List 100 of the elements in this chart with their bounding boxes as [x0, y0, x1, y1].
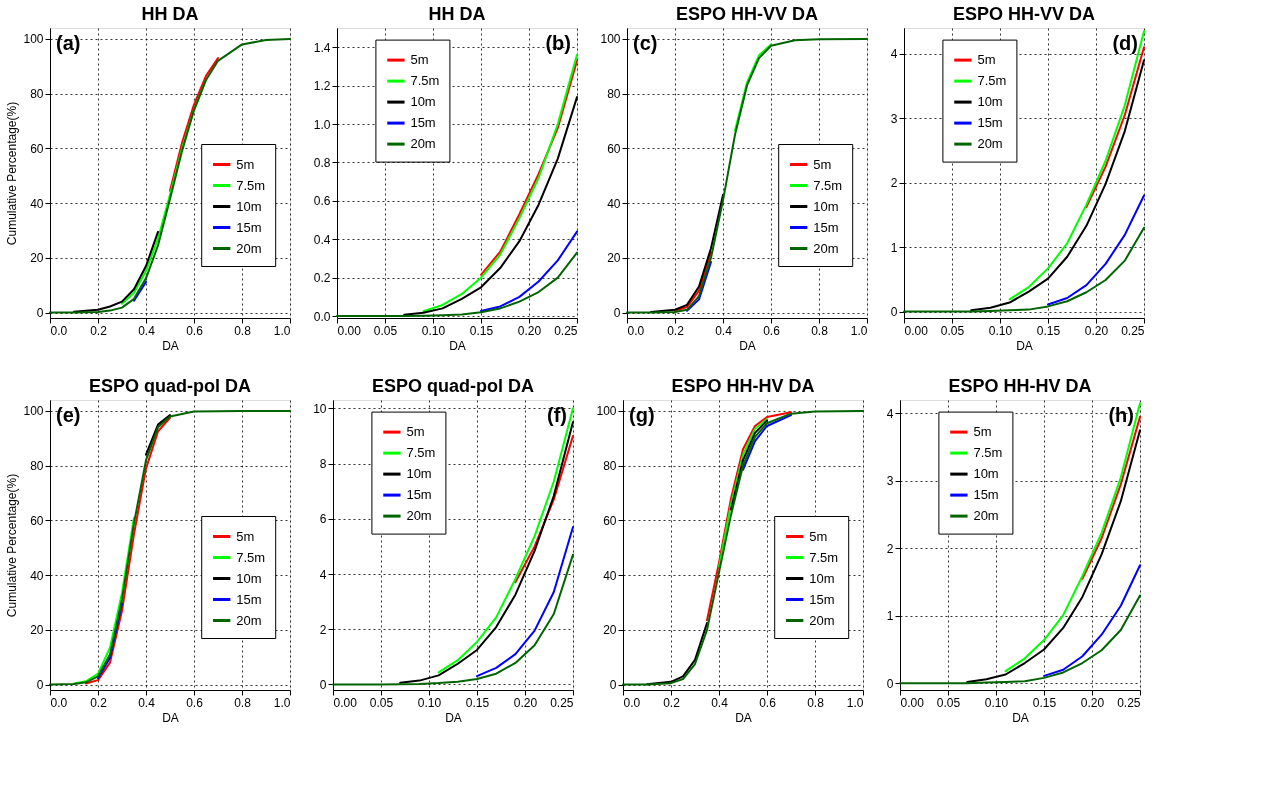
- x-tick-label: 0.10: [988, 323, 1013, 338]
- y-tick-label: 0: [36, 306, 44, 321]
- line-series: [480, 230, 578, 313]
- x-tick-label: 1.0: [273, 695, 291, 710]
- annotation: (c): [633, 32, 658, 54]
- line-series: [1043, 564, 1141, 677]
- y-tick-label: 0.0: [313, 309, 331, 324]
- x-tick-label: 0.10: [417, 695, 442, 710]
- x-tick-label: 0.15: [1032, 695, 1057, 710]
- annotation: (b): [545, 32, 571, 54]
- y-tick-label: 0.8: [313, 155, 331, 170]
- line-series: [73, 516, 135, 685]
- chart-title: ESPO quad-pol DA: [372, 376, 534, 396]
- x-tick-label: 0.6: [763, 323, 781, 338]
- y-tick-label: 80: [30, 87, 44, 102]
- y-tick-label: 3: [890, 111, 898, 126]
- y-tick-label: 100: [596, 404, 617, 419]
- y-tick-label: 60: [30, 141, 44, 156]
- legend-label: 15m: [410, 115, 436, 131]
- x-tick-label: 0.25: [550, 695, 574, 710]
- y-tick-label: 60: [30, 513, 44, 528]
- x-tick-label: 0.20: [517, 323, 542, 338]
- y-tick-label: 20: [30, 623, 44, 638]
- line-series: [1008, 30, 1145, 301]
- x-tick-label: 0.6: [759, 695, 777, 710]
- x-tick-label: 0.15: [1036, 323, 1061, 338]
- legend-label: 15m: [236, 219, 262, 235]
- line-series: [437, 407, 574, 674]
- legend-label: 20m: [809, 612, 835, 628]
- line-series: [49, 409, 291, 686]
- y-tick-label: 20: [607, 251, 621, 266]
- x-tick-label: 1.0: [850, 323, 868, 338]
- chart-title: ESPO HH-VV DA: [675, 4, 819, 24]
- y-tick-label: 10: [313, 401, 327, 416]
- chart-title: ESPO HH-HV DA: [671, 376, 815, 396]
- legend-label: 15m: [236, 591, 262, 607]
- y-tick-label: 0: [886, 676, 894, 691]
- x-tick-label: 0.2: [667, 323, 685, 338]
- chart-title: ESPO quad-pol DA: [89, 376, 251, 396]
- x-tick-label: 0.00: [900, 695, 925, 710]
- y-tick-label: 100: [23, 404, 44, 419]
- x-axis-title: DA: [162, 338, 179, 353]
- y-tick-label: 1: [886, 609, 894, 624]
- line-series: [626, 37, 868, 314]
- y-tick-label: 0.4: [313, 232, 331, 247]
- legend-label: 10m: [973, 466, 999, 482]
- y-tick-label: 0: [890, 305, 898, 320]
- legend-label: 7.5m: [973, 445, 1003, 461]
- x-tick-label: 0.6: [186, 323, 204, 338]
- legend-label: 5m: [410, 52, 429, 68]
- y-tick-label: 3: [886, 474, 894, 489]
- y-tick-label: 40: [607, 196, 621, 211]
- legend-label: 20m: [410, 136, 436, 152]
- line-series: [49, 37, 291, 314]
- legend-label: 10m: [813, 198, 839, 214]
- y-tick-label: 80: [603, 459, 617, 474]
- y-tick-label: 2: [890, 176, 898, 191]
- y-tick-label: 8: [319, 457, 327, 472]
- x-tick-label: 0.4: [138, 695, 156, 710]
- legend-label: 7.5m: [236, 549, 266, 565]
- y-tick-label: 4: [890, 47, 898, 62]
- line-series: [514, 434, 574, 584]
- y-tick-label: 20: [30, 251, 44, 266]
- x-tick-label: 0.8: [811, 323, 829, 338]
- y-tick-label: 2: [319, 622, 327, 637]
- line-series: [899, 594, 1141, 685]
- y-tick-label: 2: [886, 541, 894, 556]
- y-tick-label: 6: [319, 512, 327, 527]
- x-tick-label: 0.0: [627, 323, 645, 338]
- legend-label: 10m: [410, 94, 436, 110]
- line-series: [742, 414, 792, 471]
- legend-label: 7.5m: [406, 445, 436, 461]
- y-tick-label: 80: [607, 87, 621, 102]
- x-tick-label: 0.0: [623, 695, 641, 710]
- x-tick-label: 0.6: [186, 695, 204, 710]
- y-tick-label: 4: [319, 567, 327, 582]
- x-axis-title: DA: [1016, 338, 1033, 353]
- x-tick-label: 0.15: [465, 695, 490, 710]
- line-series: [169, 57, 219, 192]
- annotation: (a): [56, 32, 81, 54]
- x-tick-label: 0.2: [90, 695, 108, 710]
- y-tick-label: 40: [30, 196, 44, 211]
- x-axis-title: DA: [162, 710, 179, 725]
- line-series: [718, 418, 768, 568]
- x-tick-label: 0.10: [984, 695, 1009, 710]
- legend-label: 10m: [236, 198, 262, 214]
- legend-label: 10m: [977, 94, 1003, 110]
- legend-label: 20m: [236, 240, 262, 256]
- legend-label: 7.5m: [410, 73, 440, 89]
- y-tick-label: 1: [890, 240, 898, 255]
- y-tick-label: 1.4: [313, 40, 331, 55]
- y-tick-label: 80: [30, 459, 44, 474]
- legend-label: 10m: [236, 570, 262, 586]
- annotation: (f): [547, 404, 567, 426]
- line-series: [903, 226, 1145, 313]
- y-tick-label: 0: [319, 677, 327, 692]
- line-series: [332, 553, 574, 686]
- line-series: [85, 416, 171, 685]
- line-series: [622, 409, 864, 686]
- legend-label: 20m: [813, 240, 839, 256]
